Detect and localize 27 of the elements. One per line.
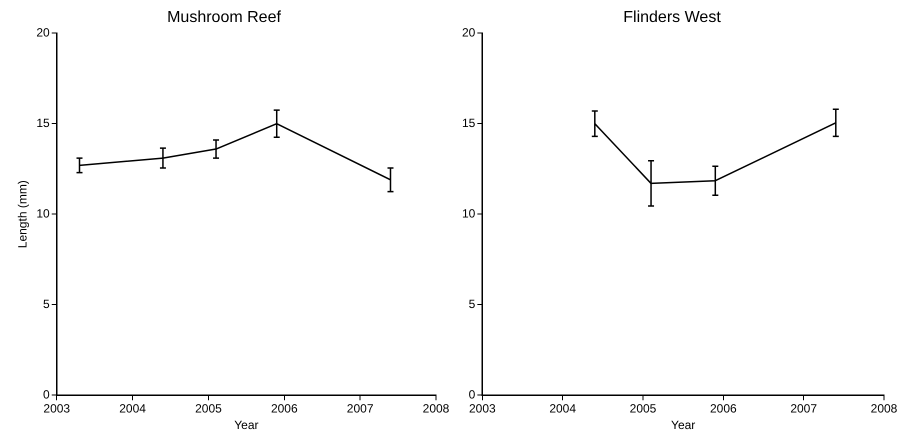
x-tick-label: 2003: [43, 402, 70, 416]
y-tick-label: 15: [36, 116, 50, 130]
x-tick-label: 2005: [195, 402, 222, 416]
x-tick-label: 2007: [790, 402, 818, 416]
x-axis-title: Year: [234, 418, 258, 432]
y-tick-label: 0: [43, 388, 50, 402]
y-axis-title: Length (mm): [16, 180, 30, 248]
x-tick-label: 2007: [346, 402, 374, 416]
y-tick-label: 10: [462, 206, 476, 221]
x-tick-label: 2006: [710, 402, 738, 416]
chart-title: Flinders West: [623, 9, 722, 26]
x-tick-label: 2008: [422, 402, 450, 416]
chart-title: Mushroom Reef: [167, 9, 282, 26]
x-tick-label: 2003: [468, 402, 496, 416]
x-tick-label: 2004: [549, 402, 576, 416]
y-tick-label: 5: [468, 297, 476, 312]
y-tick-label: 5: [43, 297, 50, 312]
y-tick-label: 20: [36, 26, 50, 40]
y-tick-label: 0: [468, 388, 476, 402]
x-tick-label: 2006: [270, 402, 298, 416]
x-tick-label: 2005: [630, 402, 657, 416]
x-tick-label: 2008: [870, 402, 898, 416]
y-tick-label: 10: [36, 206, 50, 221]
x-axis-title: Year: [671, 418, 696, 432]
y-tick-label: 15: [462, 116, 476, 130]
x-tick-label: 2004: [119, 402, 146, 416]
y-tick-label: 20: [462, 26, 476, 40]
